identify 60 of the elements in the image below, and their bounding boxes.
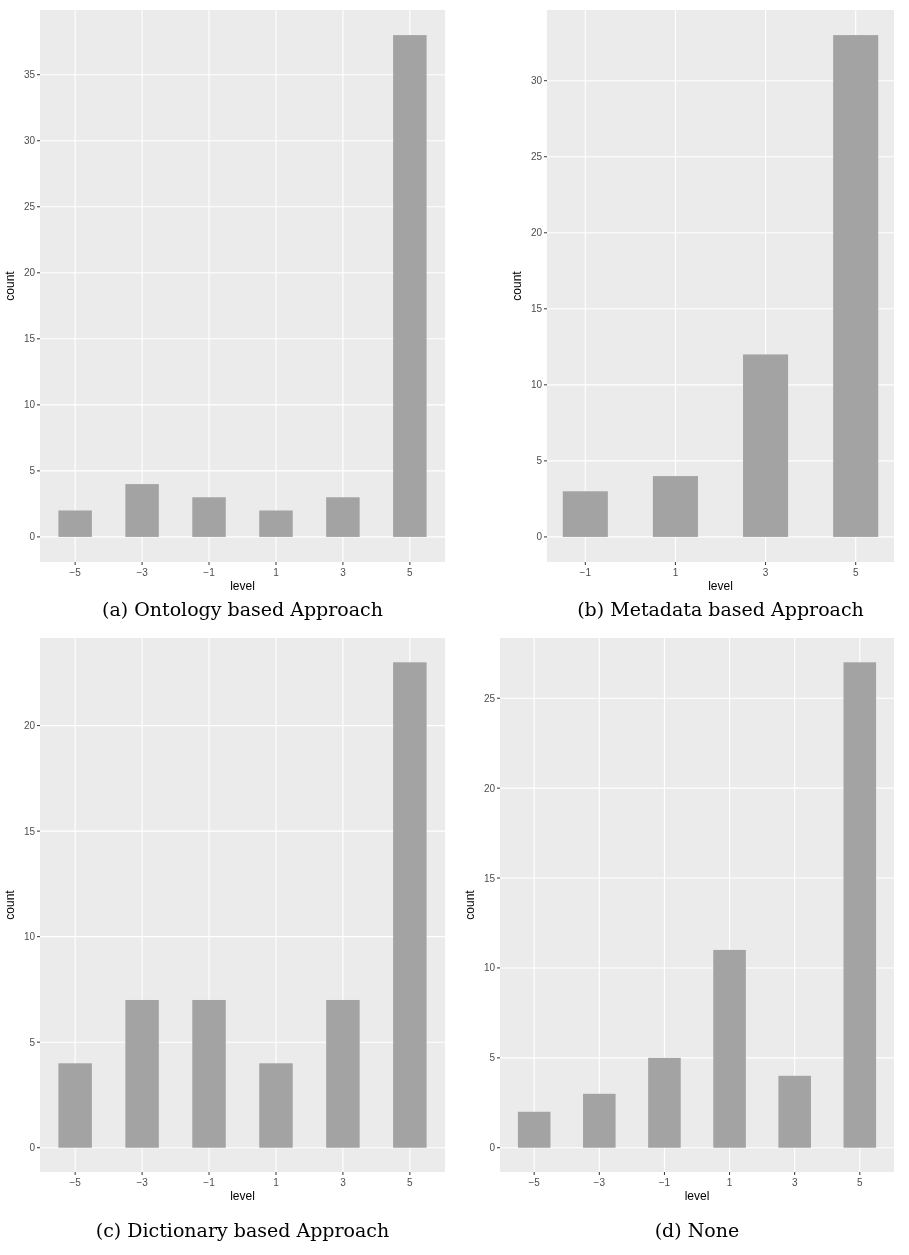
x-tick-label: −3 — [136, 1177, 149, 1188]
y-tick-label: 0 — [29, 531, 36, 543]
x-tick-label: −5 — [528, 1177, 541, 1188]
y-tick-label: 20 — [530, 227, 543, 239]
y-tick-label: 15 — [483, 872, 496, 884]
text: (b) Metadata based Approach — [577, 598, 864, 620]
x-axis-title: level — [708, 579, 733, 593]
y-tick-label: 5 — [536, 455, 543, 467]
y-tick-label: 0 — [536, 531, 543, 543]
y-tick-label: 15 — [23, 333, 36, 345]
y-tick-label: 30 — [530, 75, 543, 87]
x-tick-label: −1 — [203, 567, 216, 578]
x-tick-label: 1 — [273, 567, 280, 578]
x-tick-label: 3 — [340, 567, 347, 578]
x-tick-label: 3 — [791, 1177, 798, 1188]
y-tick-label: 5 — [29, 1036, 36, 1048]
y-tick-label: 0 — [29, 1142, 36, 1154]
y-tick-label: 10 — [23, 931, 36, 943]
x-axis-title: level — [684, 1189, 710, 1203]
x-tick-label: −5 — [69, 1177, 82, 1188]
y-tick-label: 20 — [23, 720, 36, 732]
x-tick-label: −1 — [579, 567, 592, 578]
y-tick-label: 10 — [23, 399, 36, 411]
y-axis-title: count — [3, 270, 17, 301]
y-tick-label: 5 — [489, 1052, 496, 1064]
y-axis-title: count — [3, 889, 17, 920]
y-tick-label: 20 — [483, 782, 496, 794]
y-tick-label: 35 — [23, 69, 36, 81]
x-tick-label: 3 — [340, 1177, 347, 1188]
y-tick-label: 25 — [23, 201, 36, 213]
y-tick-label: 15 — [23, 825, 36, 837]
x-tick-label: 5 — [852, 567, 859, 578]
y-tick-label: 10 — [530, 379, 543, 391]
x-tick-label: 5 — [407, 567, 414, 578]
x-tick-label: 5 — [407, 1177, 414, 1188]
y-tick-label: 30 — [23, 135, 36, 147]
y-axis-title: count — [463, 889, 477, 920]
x-tick-label: 1 — [672, 567, 679, 578]
x-tick-label: −3 — [136, 567, 149, 578]
x-tick-label: 5 — [857, 1177, 864, 1188]
x-axis-title: level — [230, 579, 255, 593]
y-axis-title: count — [510, 270, 524, 301]
y-tick-label: 10 — [483, 962, 496, 974]
text: (c) Dictionary based Approach — [95, 1219, 390, 1241]
x-tick-label: −1 — [203, 1177, 216, 1188]
y-tick-label: 25 — [483, 692, 496, 704]
x-tick-label: −1 — [658, 1177, 671, 1188]
text: (d) None — [654, 1219, 740, 1241]
y-tick-label: 0 — [489, 1142, 496, 1154]
y-tick-label: 20 — [23, 267, 36, 279]
x-tick-label: −3 — [593, 1177, 606, 1188]
y-tick-label: 25 — [530, 151, 543, 163]
x-axis-title: level — [230, 1189, 255, 1203]
x-tick-label: −5 — [69, 567, 82, 578]
x-tick-label: 1 — [273, 1177, 280, 1188]
text: (a) Ontology based Approach — [102, 598, 383, 620]
x-tick-label: 3 — [762, 567, 769, 578]
y-tick-label: 15 — [530, 303, 543, 315]
y-tick-label: 5 — [29, 465, 36, 477]
x-tick-label: 1 — [726, 1177, 733, 1188]
